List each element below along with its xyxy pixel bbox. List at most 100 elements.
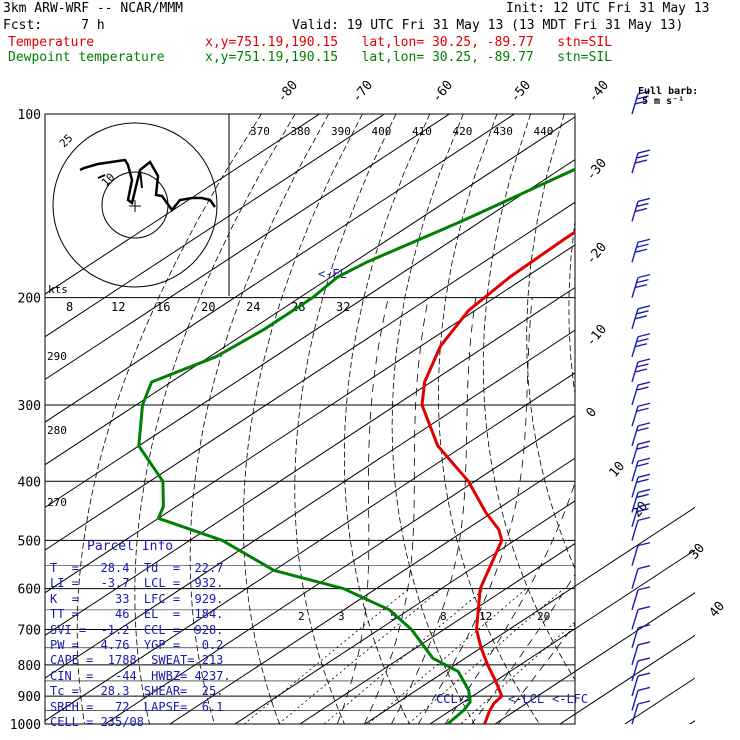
pressure-tick-label: 1000 [10, 718, 41, 733]
isotherm-line [587, 100, 740, 740]
wind-barb-flag [637, 586, 651, 591]
moist-adiabat-line [497, 623, 575, 724]
dry-adiabat-line [134, 114, 296, 724]
isotherm-line [624, 677, 695, 724]
hodograph-ring-label: 10 [99, 171, 118, 190]
isotherm-line [45, 286, 575, 636]
wind-barb [631, 564, 651, 589]
parcel-info-box: Parcel Info T = 28.4 Td = 22.7 LI = -3.7 … [45, 537, 245, 729]
wind-barb-flag [636, 478, 649, 483]
isotherm-tick-label: 30 [687, 541, 709, 563]
isotherm-line [234, 500, 575, 724]
wind-barb-staff [631, 406, 639, 427]
dry-adiabat-line [189, 114, 330, 724]
wind-barb-flag [637, 333, 651, 338]
parcel-info-row: SVI = -1.2 CCL = 928. [50, 622, 224, 637]
wind-barb-flag [636, 445, 649, 450]
wind-barb [631, 700, 651, 725]
wind-barb-flag [637, 381, 651, 386]
wind-barb-flag [637, 457, 651, 462]
wind-barb-staff [631, 660, 639, 682]
wind-barb-flag [637, 422, 651, 427]
moist-adiabat-line [417, 297, 533, 724]
mixing-ratio-label: 3 [338, 610, 345, 623]
theta-label: 380 [291, 125, 311, 138]
wind-barb-flag [637, 238, 651, 243]
wind-barb-flag [637, 273, 651, 279]
moist-adiabat-line [471, 573, 575, 724]
theta-label: 370 [250, 125, 270, 138]
wind-barb [631, 624, 651, 648]
isotherm-line [45, 201, 575, 551]
mixing-ratio-label: 20 [537, 610, 550, 623]
wind-barb-flag [636, 363, 649, 368]
isotherm-line [45, 114, 451, 381]
parcel-info-row: SREH = 72 LAPSE= 6.1 [50, 699, 224, 714]
wind-barb-staff [631, 477, 639, 498]
isotherm-line [45, 158, 575, 509]
wind-barb-staff [631, 461, 639, 482]
wind-barb-flag [637, 149, 651, 154]
wind-barb-flag [634, 248, 648, 253]
temperature-profile-line [420, 230, 575, 724]
parcel-info-row: Tc = 28.3 SHEAR= 25. [50, 684, 224, 699]
wind-barb-flag [634, 100, 648, 105]
wind-barb [631, 358, 651, 383]
model-title: 3km ARW-WRF -- NCAR/MMM [3, 1, 184, 16]
dry-adiabat-line [650, 114, 740, 737]
isotherm-tick-label: -10 [584, 322, 611, 350]
theta-label: 420 [453, 125, 473, 138]
wind-barb-flag [634, 343, 648, 348]
pressure-tick-label: 400 [18, 475, 41, 490]
parcel-info-row: CELL = 235/08 [50, 715, 144, 730]
dry-adiabat-line [610, 114, 740, 737]
isotherm-line [575, 592, 695, 673]
mixing-ratio-label: 8 [440, 610, 447, 623]
wind-barb-staff [631, 703, 639, 725]
isotherm-line [494, 670, 575, 724]
wind-barb-flag [637, 488, 651, 494]
pressure-tick-label: 300 [18, 399, 41, 414]
wind-barb-flag [637, 624, 651, 629]
wind-barb [631, 473, 651, 498]
pressure-tick-label: 600 [18, 583, 41, 598]
wind-barb-flag [637, 503, 651, 508]
mixing-ratio-line [323, 588, 485, 724]
valid-time: Valid: 19 UTC Fri 31 May 13 (13 MDT Fri … [292, 18, 684, 33]
isotherm-line [652, 100, 740, 740]
hodograph-ring-label: 25 [57, 132, 76, 151]
wind-barb [631, 657, 651, 682]
hodograph-speed-label: 12 [111, 300, 125, 314]
isotherm-tick-label: -20 [584, 240, 611, 268]
hodograph-trace [79, 158, 217, 213]
theta-label: 390 [331, 125, 351, 138]
dry-adiabat-line [76, 114, 262, 724]
dry-adiabat-line [343, 114, 431, 724]
wind-barb-staff [631, 609, 639, 630]
wind-barb [631, 686, 651, 711]
lfc-label: <-LFC [552, 692, 588, 706]
wind-barb-flag [636, 508, 649, 513]
wind-barb-flag [637, 605, 651, 611]
parcel-info-row: CAPE = 1788 SWEAT= 213 [50, 653, 224, 668]
hodograph-speed-label: 24 [246, 300, 260, 314]
wind-barb-flag [636, 338, 649, 343]
isotherm-line [429, 628, 575, 724]
hodograph-ring [52, 122, 218, 288]
wind-barb-flag [634, 207, 648, 213]
theta-label: 430 [493, 125, 513, 138]
parcel-info-row: T = 28.4 Td = 22.7 [50, 561, 224, 575]
pressure-tick-label: 700 [18, 624, 41, 639]
isotherm-line [575, 634, 695, 715]
isotherm-tick-label: -70 [350, 78, 377, 106]
wind-barb [631, 197, 651, 222]
parcel-info-title: Parcel Info [87, 539, 174, 554]
wind-barb [631, 541, 651, 566]
isotherm-line [45, 372, 575, 722]
wind-barb-flag [637, 564, 651, 570]
dry-adiabat-line [482, 114, 575, 681]
pressure-tick-label: 100 [18, 108, 41, 123]
parcel-info-row: CIN = -44 HWBZ= 4237. [50, 668, 231, 683]
wind-barb-flag [634, 315, 648, 320]
